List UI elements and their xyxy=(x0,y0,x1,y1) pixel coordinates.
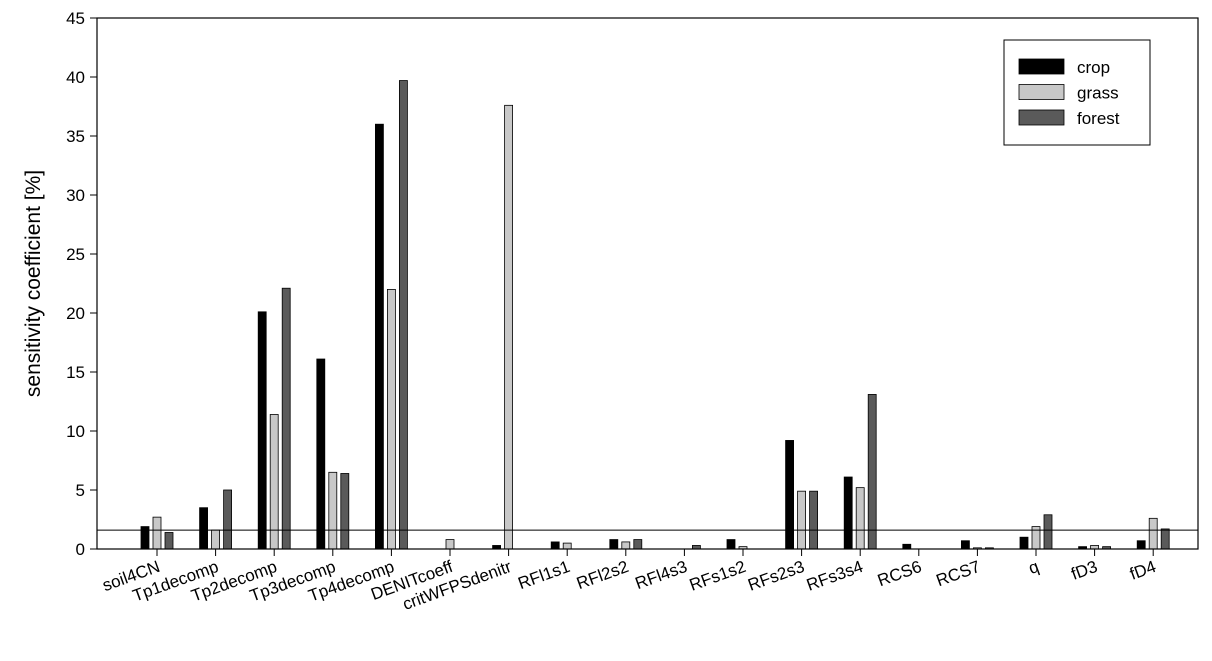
x-tick-label: fD3 xyxy=(1069,557,1100,584)
bar-forest xyxy=(1160,528,1170,550)
y-tick-label: 25 xyxy=(66,245,85,264)
bar-crop xyxy=(257,311,267,550)
bar-grass xyxy=(562,542,572,550)
bar-crop xyxy=(1019,536,1029,550)
x-tick-label: RCS6 xyxy=(875,557,924,590)
bar-grass xyxy=(797,490,806,550)
bar-crop xyxy=(199,507,209,550)
bar-grass xyxy=(445,539,455,550)
y-axis-title: sensitivity coefficient [%] xyxy=(22,170,45,397)
bar-grass xyxy=(211,529,221,550)
bar-forest xyxy=(281,287,291,550)
plot-frame xyxy=(96,17,1199,550)
y-tick-label: 45 xyxy=(66,9,85,28)
bar-forest xyxy=(809,490,818,550)
bar-forest xyxy=(633,539,643,550)
legend-label-grass: grass xyxy=(1077,84,1119,103)
bar-crop xyxy=(374,123,384,550)
bar-crop xyxy=(316,358,326,550)
bar-grass xyxy=(855,487,865,550)
bar-crop xyxy=(1136,540,1146,550)
bars-layer xyxy=(140,80,1170,550)
y-tick-label: 5 xyxy=(76,481,85,500)
bar-grass xyxy=(269,414,279,550)
bar-crop xyxy=(843,476,853,550)
bar-grass xyxy=(1148,517,1158,550)
x-tick-label: RFl1s1 xyxy=(515,557,572,593)
x-axis: soil4CNTp1decompTp2decompTp3decompTp4dec… xyxy=(100,549,1159,614)
bar-crop xyxy=(550,541,560,550)
bar-forest xyxy=(398,80,408,550)
y-tick-label: 0 xyxy=(76,540,85,559)
x-tick-label: RFs2s3 xyxy=(745,557,807,595)
y-axis: 0 5 10 15 20 25 30 35 40 45 xyxy=(66,9,97,559)
y-tick-label: 15 xyxy=(66,363,85,382)
x-tick-label: RFl4s3 xyxy=(633,557,690,593)
x-tick-label: fD4 xyxy=(1127,557,1158,584)
bar-forest xyxy=(223,489,233,550)
x-tick-label: RFs1s2 xyxy=(687,557,749,595)
legend-swatch-forest xyxy=(1018,109,1065,126)
bar-forest xyxy=(867,394,877,550)
x-tick-label: q xyxy=(1026,557,1041,578)
x-tick-label: RFl2s2 xyxy=(574,557,631,593)
y-tick-label: 30 xyxy=(66,186,85,205)
y-tick-label: 40 xyxy=(66,68,85,87)
y-tick-label: 10 xyxy=(66,422,85,441)
y-tick-label: 20 xyxy=(66,304,85,323)
legend-swatch-crop xyxy=(1018,58,1065,75)
legend-label-crop: crop xyxy=(1077,58,1110,77)
bar-forest xyxy=(164,532,174,550)
legend-swatch-grass xyxy=(1018,84,1065,100)
bar-crop xyxy=(609,539,619,550)
bar-grass xyxy=(152,516,162,550)
y-tick-label: 35 xyxy=(66,127,85,146)
bar-crop xyxy=(726,539,736,550)
x-tick-label: RFs3s4 xyxy=(804,557,866,595)
bar-crop xyxy=(902,543,912,550)
legend-label-forest: forest xyxy=(1077,109,1120,128)
bar-crop xyxy=(785,440,794,550)
bar-grass xyxy=(386,288,396,550)
legend: crop grass forest xyxy=(1003,39,1151,146)
bar-forest xyxy=(1043,514,1053,550)
bar-crop xyxy=(961,540,970,550)
x-tick-label: RCS7 xyxy=(934,557,983,590)
bar-grass xyxy=(621,541,631,550)
bar-forest xyxy=(340,473,350,550)
bar-grass xyxy=(328,471,338,550)
bar-grass xyxy=(504,104,514,550)
